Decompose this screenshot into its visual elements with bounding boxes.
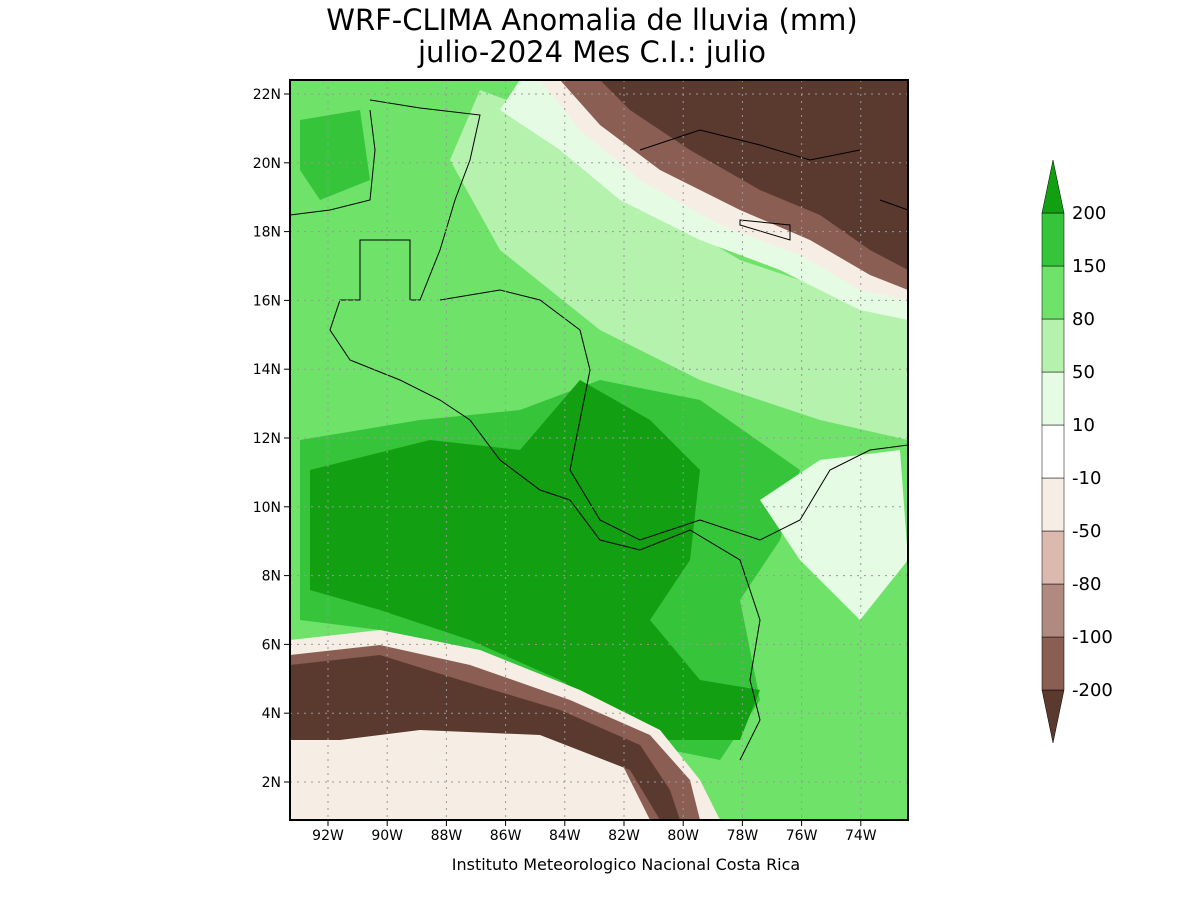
coastline [329,99,761,761]
lat-tick-label: 4N [262,706,281,722]
colorbar-segment [1041,583,1065,638]
graticule: 2N 4N 6N 8N 10N 12N 14N 16N 18N 20N 22N 92W 90W 88W 86… [253,80,908,844]
coastline [439,289,908,541]
lon-tick-label: 80W [667,828,699,844]
lon-tick-label: 76W [786,828,818,844]
lon-tick-label: 78W [727,828,759,844]
lat-tick-label: 12N [253,431,281,447]
colorbar-segment [1041,636,1065,691]
colorbar-segment [1041,424,1065,479]
colorbar-segment [1041,318,1065,373]
field [310,380,760,740]
colorbar-label: 10 [1072,415,1095,436]
lon-tick-label: 88W [431,828,463,844]
field [450,90,908,440]
colorbar-label: -200 [1072,680,1113,701]
lat-tick-label: 20N [253,156,281,172]
colorbar-label: 200 [1072,203,1106,224]
footer: Instituto Meteorologico Nacional Costa R… [452,855,800,874]
lat-tick-label: 18N [253,225,281,241]
coastline [639,129,908,241]
lat-tick-label: 16N [253,293,281,309]
lat-tick-label: 14N [253,362,281,378]
lat-tick-label: 22N [253,87,281,103]
coastline [290,109,376,216]
colorbar-extend-high [1041,159,1065,214]
lat-tick-label: 10N [253,500,281,516]
colorbar-segment [1041,477,1065,532]
colorbar-segment [1041,371,1065,426]
lon-tick-label: 86W [490,828,522,844]
colorbar-segment [1041,530,1065,585]
colorbar-extend-low [1041,689,1065,744]
colorbar-label: 50 [1072,362,1095,383]
field [760,450,908,620]
lon-tick-label: 84W [549,828,581,844]
field [600,80,908,270]
lon-tick-label: 82W [608,828,640,844]
map-field [290,80,908,820]
field [300,110,370,200]
colorbar-label: -50 [1072,521,1101,542]
lat-tick-label: 8N [262,569,281,585]
lon-tick-label: 92W [312,828,344,844]
colorbar-label: -100 [1072,627,1113,648]
colorbar-label: 80 [1072,309,1095,330]
colorbar-label: 150 [1072,256,1106,277]
lon-tick-label: 90W [371,828,403,844]
colorbar-segment [1041,212,1065,267]
lat-tick-label: 6N [262,637,281,653]
map-frame [289,79,909,821]
title: WRF-CLIMA Anomalia de lluvia (mm) [326,3,857,37]
colorbar-segment [1041,265,1065,320]
subtitle: julio-2024 Mes C.I.: julio [417,35,766,69]
lon-tick-label: 74W [845,828,877,844]
colorbar: -200 -100 -80 -50 -10 10 50 80 150 200 [1041,159,1113,744]
lat-tick-label: 2N [262,775,281,791]
colorbar-label: -10 [1072,468,1101,489]
colorbar-label: -80 [1072,574,1101,595]
